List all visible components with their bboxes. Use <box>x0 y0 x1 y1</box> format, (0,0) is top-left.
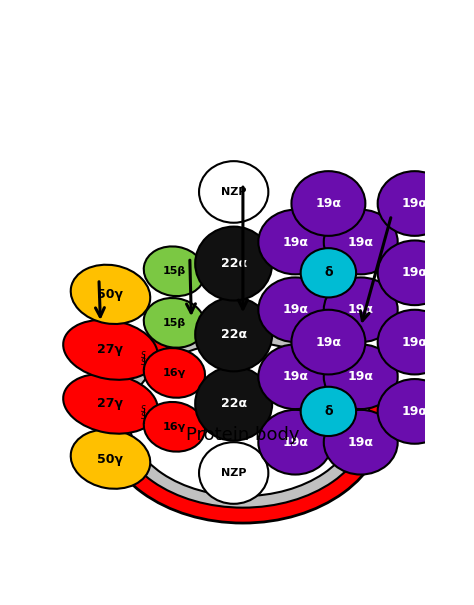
Text: 19α: 19α <box>283 303 308 316</box>
Text: 22α: 22α <box>220 397 247 410</box>
Text: S: S <box>141 351 146 360</box>
Ellipse shape <box>144 348 205 397</box>
Ellipse shape <box>258 344 332 409</box>
Text: 22α: 22α <box>220 328 247 341</box>
Ellipse shape <box>324 410 398 474</box>
Text: 15β: 15β <box>163 266 186 276</box>
Text: 19α: 19α <box>348 303 374 316</box>
Text: 19α: 19α <box>315 336 341 348</box>
Text: Protein body: Protein body <box>186 425 300 443</box>
Ellipse shape <box>144 246 205 296</box>
Text: 19α: 19α <box>348 436 374 449</box>
Ellipse shape <box>195 227 272 301</box>
Text: 22α: 22α <box>220 257 247 270</box>
Text: 19α: 19α <box>283 370 308 383</box>
Ellipse shape <box>378 310 452 374</box>
Text: 27γ: 27γ <box>98 397 124 410</box>
Ellipse shape <box>71 430 150 489</box>
Ellipse shape <box>378 240 452 305</box>
Text: S: S <box>141 358 146 367</box>
Text: δ: δ <box>324 266 333 280</box>
Ellipse shape <box>301 387 356 436</box>
Ellipse shape <box>378 379 452 443</box>
Text: 19α: 19α <box>401 336 428 348</box>
Text: 50γ: 50γ <box>98 453 124 466</box>
Ellipse shape <box>324 278 398 342</box>
Ellipse shape <box>301 248 356 298</box>
Ellipse shape <box>63 374 158 434</box>
Text: 19α: 19α <box>315 197 341 210</box>
Text: 19α: 19α <box>348 370 374 383</box>
Text: NZP: NZP <box>221 468 246 478</box>
Ellipse shape <box>378 171 452 236</box>
Ellipse shape <box>100 315 385 523</box>
Text: 27γ: 27γ <box>98 343 124 356</box>
Ellipse shape <box>129 342 357 496</box>
Ellipse shape <box>144 402 205 452</box>
Ellipse shape <box>292 310 365 374</box>
Text: NZP: NZP <box>221 187 246 197</box>
Ellipse shape <box>258 410 332 474</box>
Ellipse shape <box>258 210 332 274</box>
Ellipse shape <box>199 161 268 223</box>
Text: 19α: 19α <box>401 266 428 280</box>
Text: 16γ: 16γ <box>163 422 186 432</box>
Text: 19α: 19α <box>283 235 308 249</box>
Text: 19α: 19α <box>401 405 428 418</box>
Text: 19α: 19α <box>283 436 308 449</box>
Text: 19α: 19α <box>401 197 428 210</box>
Ellipse shape <box>324 210 398 274</box>
Ellipse shape <box>195 298 272 371</box>
Text: 50γ: 50γ <box>98 288 124 301</box>
Ellipse shape <box>71 265 150 324</box>
Ellipse shape <box>144 298 205 348</box>
Ellipse shape <box>63 320 158 380</box>
Ellipse shape <box>199 442 268 504</box>
Ellipse shape <box>292 171 365 236</box>
Ellipse shape <box>258 278 332 342</box>
Text: S: S <box>141 412 146 421</box>
Ellipse shape <box>324 344 398 409</box>
Text: δ: δ <box>324 405 333 418</box>
Ellipse shape <box>116 330 370 508</box>
Text: 19α: 19α <box>348 235 374 249</box>
Text: 15β: 15β <box>163 318 186 328</box>
Text: 16γ: 16γ <box>163 368 186 378</box>
Text: S: S <box>141 405 146 414</box>
Ellipse shape <box>195 367 272 440</box>
